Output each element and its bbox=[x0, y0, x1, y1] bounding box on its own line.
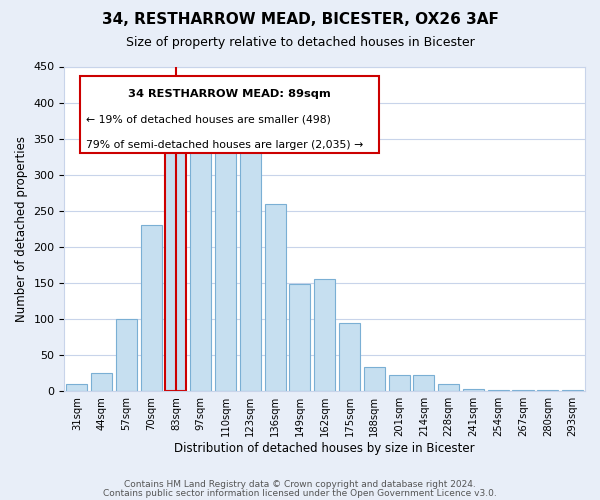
Bar bbox=[512, 390, 533, 391]
Bar bbox=[289, 284, 310, 391]
Bar bbox=[463, 389, 484, 391]
Text: Size of property relative to detached houses in Bicester: Size of property relative to detached ho… bbox=[125, 36, 475, 49]
Bar bbox=[215, 120, 236, 391]
Text: 34 RESTHARROW MEAD: 89sqm: 34 RESTHARROW MEAD: 89sqm bbox=[128, 89, 331, 99]
Text: 34, RESTHARROW MEAD, BICESTER, OX26 3AF: 34, RESTHARROW MEAD, BICESTER, OX26 3AF bbox=[101, 12, 499, 28]
Bar bbox=[339, 322, 360, 391]
Bar bbox=[537, 390, 559, 391]
Bar bbox=[190, 124, 211, 391]
X-axis label: Distribution of detached houses by size in Bicester: Distribution of detached houses by size … bbox=[175, 442, 475, 455]
Bar bbox=[364, 368, 385, 391]
Bar bbox=[116, 319, 137, 391]
Bar bbox=[91, 373, 112, 391]
FancyBboxPatch shape bbox=[80, 76, 379, 152]
Bar bbox=[488, 390, 509, 391]
Bar bbox=[438, 384, 459, 391]
Text: Contains public sector information licensed under the Open Government Licence v3: Contains public sector information licen… bbox=[103, 489, 497, 498]
Bar bbox=[240, 135, 261, 391]
Bar bbox=[389, 376, 410, 391]
Bar bbox=[562, 390, 583, 391]
Bar bbox=[140, 225, 162, 391]
Y-axis label: Number of detached properties: Number of detached properties bbox=[15, 136, 28, 322]
Bar bbox=[413, 376, 434, 391]
Text: Contains HM Land Registry data © Crown copyright and database right 2024.: Contains HM Land Registry data © Crown c… bbox=[124, 480, 476, 489]
Bar bbox=[265, 204, 286, 391]
Bar bbox=[66, 384, 88, 391]
Text: 79% of semi-detached houses are larger (2,035) →: 79% of semi-detached houses are larger (… bbox=[86, 140, 364, 149]
Bar bbox=[314, 280, 335, 391]
Text: ← 19% of detached houses are smaller (498): ← 19% of detached houses are smaller (49… bbox=[86, 114, 331, 124]
Bar bbox=[166, 128, 187, 391]
